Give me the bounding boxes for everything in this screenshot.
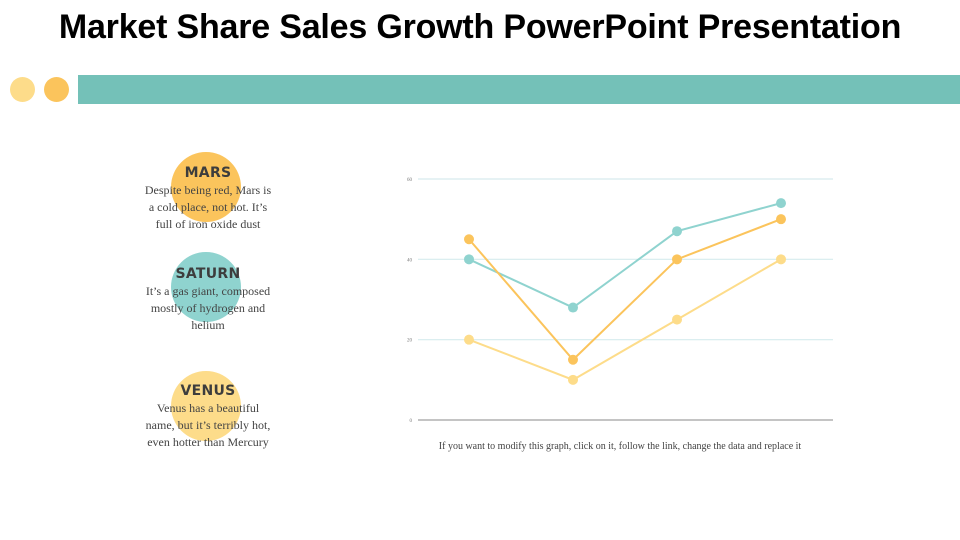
data-point[interactable] [568,354,578,365]
planet-name: MARS [184,165,232,181]
series-line[interactable] [468,218,782,362]
description-line: helium [191,318,225,332]
planet-description: Venus has a beautiful name, but it’s ter… [118,400,298,451]
description-line: even hotter than Mercury [147,435,269,449]
planet-description: Despite being red, Mars is a cold place,… [118,182,298,233]
chart-caption: If you want to modify this graph, click … [438,441,802,452]
planet-name: SATURN [175,266,241,282]
planet-name: VENUS [180,383,236,399]
data-point[interactable] [568,374,578,385]
planet-description: It’s a gas giant, composed mostly of hyd… [118,283,298,334]
planet-venus: VENUS Venus has a beautiful name, but it… [118,371,298,451]
y-tick-label: 40 [407,258,413,263]
mars-circle [171,152,241,222]
planet-saturn: SATURN It’s a gas giant, composed mostly… [118,252,298,334]
y-tick-label: 20 [407,339,413,344]
description-line: Venus has a beautiful [156,401,260,415]
data-point[interactable] [776,214,786,225]
data-point[interactable] [672,314,682,325]
description-line: a cold place, not hot. It’s [148,200,268,214]
data-point[interactable] [568,302,578,313]
data-point[interactable] [464,254,474,265]
line-chart[interactable]: 0 20 40 60 [390,165,850,435]
description-line: Despite being red, Mars is [144,183,272,197]
series-line[interactable] [468,202,782,309]
series-saturn[interactable] [464,198,786,313]
data-point[interactable] [672,254,682,265]
decorative-dot-orange [44,77,69,102]
teal-header-bar [78,75,960,104]
data-point[interactable] [464,234,474,245]
series-line[interactable] [468,258,782,381]
venus-circle [171,371,241,441]
slide-title: Market Share Sales Growth PowerPoint Pre… [58,8,902,46]
series-venus[interactable] [464,254,786,385]
description-line: full of iron oxide dust [155,217,261,231]
decorative-dot-light-yellow [10,77,35,102]
y-tick-label: 0 [410,419,413,424]
data-point[interactable] [672,226,682,237]
data-point[interactable] [776,198,786,209]
y-tick-label: 60 [407,178,413,183]
series-mars[interactable] [464,214,786,365]
data-point[interactable] [464,334,474,345]
saturn-circle [171,252,241,322]
data-point[interactable] [776,254,786,265]
description-line: name, but it’s terribly hot, [145,418,271,432]
planet-mars: MARS Despite being red, Mars is a cold p… [118,152,298,233]
description-line: mostly of hydrogen and [150,301,266,315]
description-line: It’s a gas giant, composed [145,284,271,298]
